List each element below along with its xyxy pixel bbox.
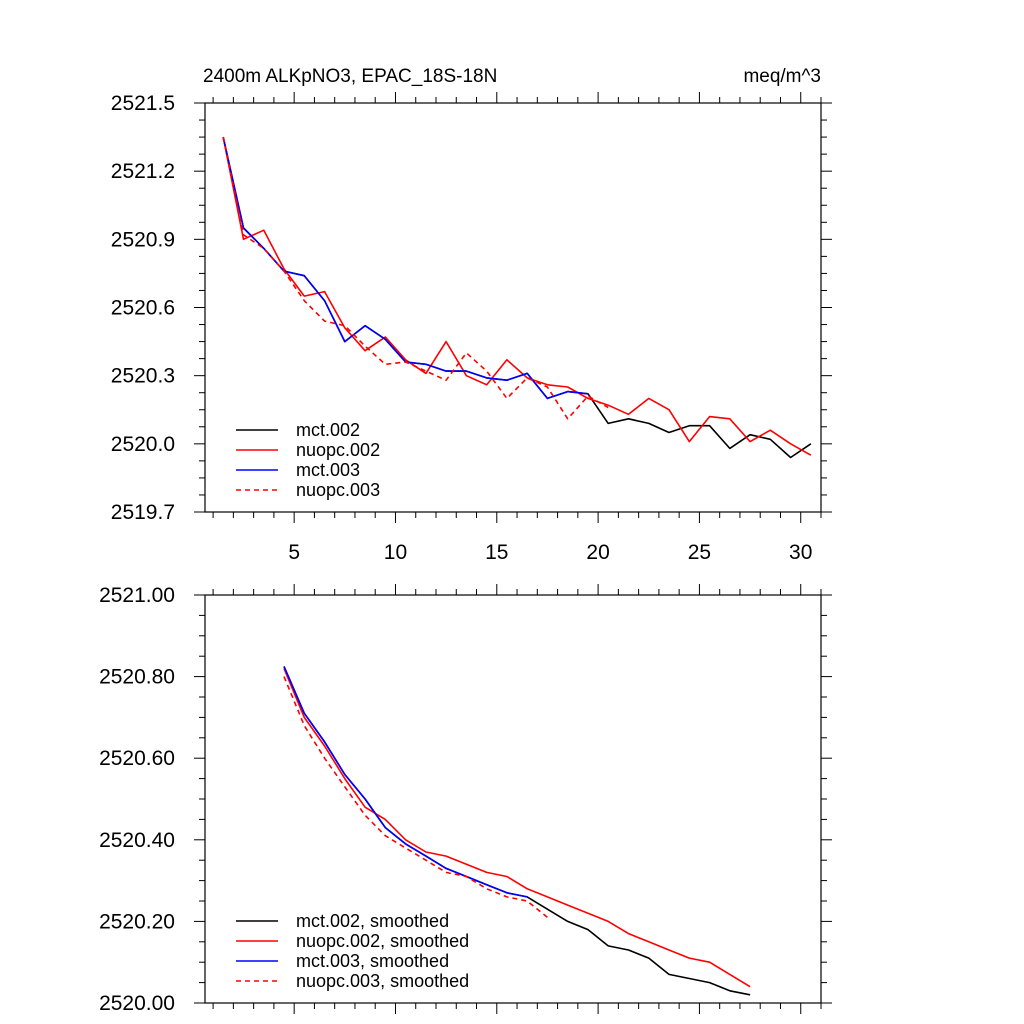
y-tick-label: 2520.60 [99, 747, 175, 770]
y-tick-label: 2520.3 [111, 365, 175, 388]
series-lines [283, 666, 751, 996]
series-line [283, 666, 528, 898]
y-tick-label: 2519.7 [111, 501, 175, 524]
legend-label: mct.002 [296, 420, 360, 440]
series-line [222, 136, 812, 456]
series-line [222, 136, 609, 420]
y-tick-labels: 2519.7 2520.0 2520.3 2520.6 2520.9 2521.2 2521… [111, 92, 175, 524]
x-tick-label: 20 [586, 541, 609, 564]
y-tick-label: 2520.6 [111, 297, 175, 320]
y-tick-label: 2520.0 [111, 433, 175, 456]
y-tick-label: 2520.9 [111, 228, 175, 251]
x-tick-label: 10 [384, 541, 407, 564]
chart-title: 2400m ALKpNO3, EPAC_18S-18N [203, 66, 497, 87]
y-tick-label: 2520.20 [99, 910, 175, 933]
x-tick-labels: 5 10 15 20 25 30 [288, 541, 812, 564]
y-tick-label: 2521.00 [99, 584, 175, 607]
top-chart: 2400m ALKpNO3, EPAC_18S-18N meq/m^3 2519… [111, 66, 832, 564]
y-tick-label: 2520.40 [99, 829, 175, 852]
x-tick-label: 15 [485, 541, 508, 564]
y-tick-label: 2520.80 [99, 666, 175, 689]
legend-label: mct.002, smoothed [296, 911, 449, 931]
legend-label: mct.003, smoothed [296, 951, 449, 971]
legend-label: nuopc.002, smoothed [296, 931, 469, 951]
y-tick-label: 2521.2 [111, 160, 175, 183]
bottom-chart: 2520.00 2520.20 2520.40 2520.60 2520.80 2521.… [99, 584, 832, 1015]
x-tick-label: 5 [288, 541, 300, 564]
y-tick-label: 2520.00 [99, 992, 175, 1015]
y-tick-label: 2521.5 [111, 92, 175, 115]
x-tick-label: 25 [688, 541, 711, 564]
series-lines [222, 136, 812, 459]
series-line [283, 676, 548, 918]
series-line [283, 668, 751, 988]
legend-label: nuopc.003, smoothed [296, 971, 469, 991]
legend-label: mct.003 [296, 460, 360, 480]
x-tick-label: 30 [789, 541, 812, 564]
legend-label: nuopc.002 [296, 440, 380, 460]
tick-marks [194, 92, 832, 523]
legend-label: nuopc.003 [296, 480, 380, 500]
y-tick-labels: 2520.00 2520.20 2520.40 2520.60 2520.80 2521.… [99, 584, 175, 1015]
tick-marks [194, 584, 832, 1014]
units-label: meq/m^3 [743, 66, 821, 87]
